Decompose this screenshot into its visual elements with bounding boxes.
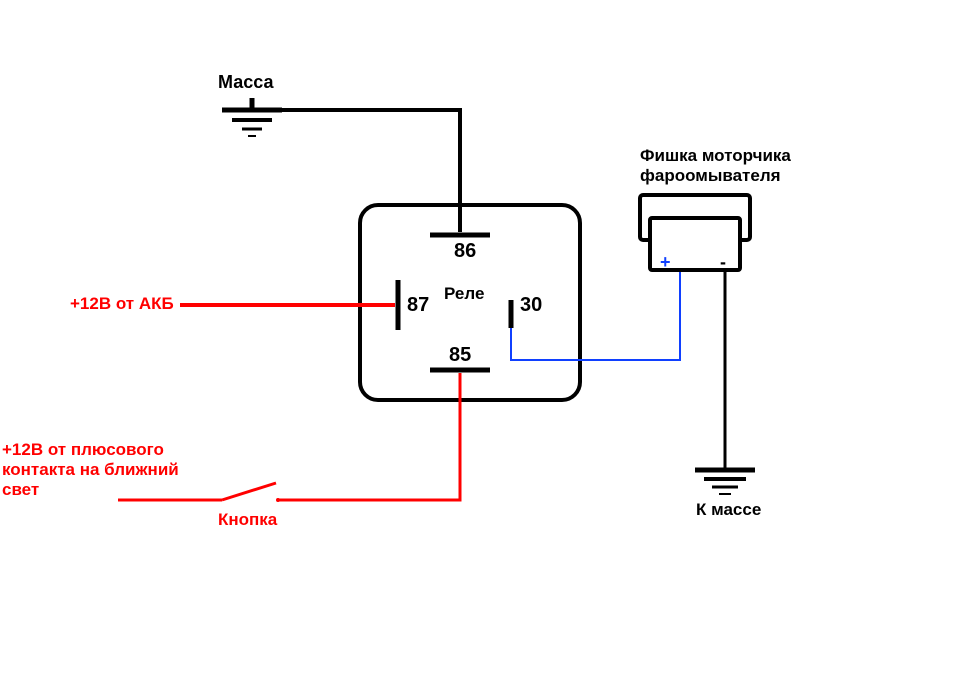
- wire-85: [278, 373, 460, 500]
- wire-86: [282, 110, 460, 232]
- label-lowbeam-3: свет: [2, 480, 39, 500]
- label-connector-line2: фароомывателя: [640, 166, 781, 186]
- label-plus: +: [660, 252, 671, 273]
- label-minus: -: [720, 252, 726, 273]
- relay-label: Реле: [444, 284, 484, 304]
- pin-label-30: 30: [520, 294, 542, 317]
- ground-bottom-symbol: [695, 470, 755, 494]
- label-lowbeam-1: +12В от плюсового: [2, 440, 164, 460]
- pin-label-85: 85: [449, 344, 471, 367]
- ground-top-symbol: [222, 98, 282, 136]
- label-akb: +12В от АКБ: [70, 294, 174, 314]
- diagram-svg: [0, 0, 960, 686]
- diagram-stage: Масса Фишка моторчика фароомывателя 86 Р…: [0, 0, 960, 686]
- switch-node: [276, 498, 280, 502]
- label-button: Кнопка: [218, 510, 277, 530]
- label-massa: Масса: [218, 72, 273, 93]
- label-to-ground: К массе: [696, 500, 761, 520]
- label-connector-line1: Фишка моторчика: [640, 146, 791, 166]
- switch-blade: [222, 483, 276, 500]
- pin-label-86: 86: [454, 240, 476, 263]
- pin-label-87: 87: [407, 294, 429, 317]
- label-lowbeam-2: контакта на ближний: [2, 460, 179, 480]
